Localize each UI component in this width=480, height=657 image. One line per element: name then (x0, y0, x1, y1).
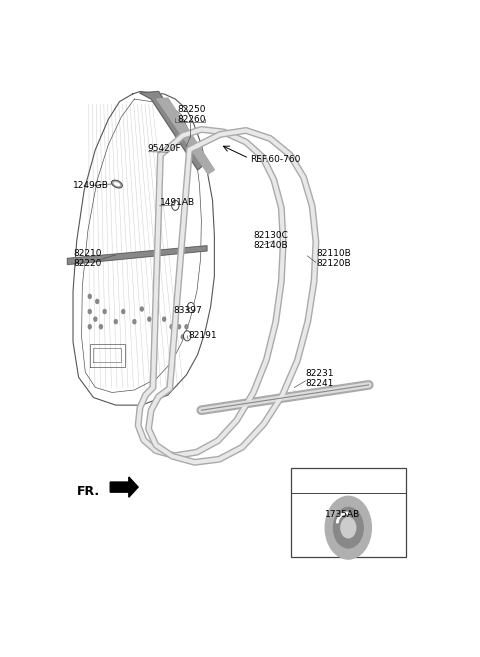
Circle shape (88, 294, 91, 298)
Circle shape (96, 300, 99, 304)
Circle shape (183, 330, 191, 341)
Text: FR.: FR. (77, 485, 100, 497)
Circle shape (155, 309, 158, 313)
Text: 82110B
82120B: 82110B 82120B (317, 249, 351, 268)
Circle shape (114, 320, 117, 324)
Text: 82191: 82191 (188, 331, 217, 340)
Text: 83397: 83397 (173, 306, 202, 315)
Circle shape (174, 315, 177, 319)
Circle shape (178, 325, 180, 328)
Circle shape (99, 325, 102, 328)
Circle shape (88, 309, 91, 313)
Circle shape (133, 320, 136, 324)
Text: REF.60-760: REF.60-760 (250, 155, 300, 164)
Polygon shape (67, 246, 207, 265)
Circle shape (341, 518, 356, 538)
Text: 1491AB: 1491AB (160, 198, 195, 207)
Text: 1735AB: 1735AB (325, 510, 360, 520)
Circle shape (122, 309, 125, 313)
Circle shape (187, 302, 195, 313)
Polygon shape (156, 98, 215, 174)
Polygon shape (110, 477, 138, 497)
Polygon shape (73, 91, 215, 405)
FancyBboxPatch shape (290, 468, 406, 557)
Text: 1249GB: 1249GB (73, 181, 109, 190)
Polygon shape (140, 91, 205, 170)
Text: 82210
82220: 82210 82220 (73, 249, 102, 268)
Circle shape (88, 325, 91, 328)
Text: 82231
82241: 82231 82241 (305, 369, 334, 388)
Circle shape (170, 325, 173, 328)
Text: 95420F: 95420F (147, 144, 181, 153)
Ellipse shape (114, 182, 120, 186)
Text: 82130C
82140B: 82130C 82140B (253, 231, 288, 250)
Circle shape (148, 317, 151, 321)
Circle shape (140, 307, 144, 311)
Circle shape (94, 317, 97, 321)
Circle shape (334, 507, 363, 548)
Circle shape (185, 325, 188, 328)
Circle shape (163, 317, 166, 321)
Circle shape (181, 335, 184, 339)
Ellipse shape (111, 180, 122, 188)
Text: 82250
82260: 82250 82260 (178, 104, 206, 124)
Circle shape (172, 200, 179, 210)
Circle shape (325, 496, 372, 559)
Circle shape (103, 309, 106, 313)
